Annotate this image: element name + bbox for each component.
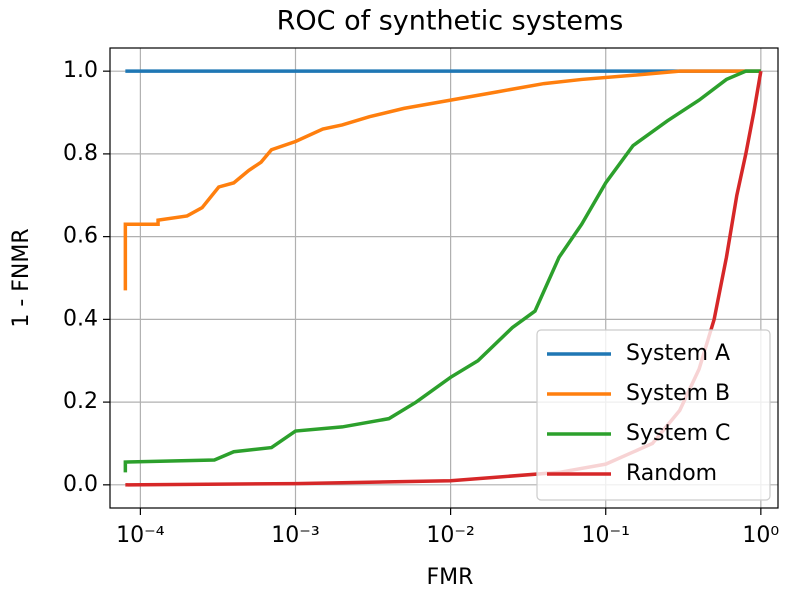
y-tick-label: 0.8 xyxy=(63,141,98,166)
x-axis-label: FMR xyxy=(427,565,474,590)
x-tick-label: 10⁻³ xyxy=(271,523,319,548)
y-tick-label: 0.2 xyxy=(63,389,98,414)
y-axis-label: 1 - FNMR xyxy=(9,228,34,327)
y-tick-label: 0.4 xyxy=(63,306,98,331)
series-line xyxy=(123,69,761,291)
legend-label: System B xyxy=(626,381,730,406)
x-tick-label: 10⁻¹ xyxy=(582,523,630,548)
series-line xyxy=(123,69,761,473)
legend-label: Random xyxy=(626,461,717,486)
axes-frame xyxy=(109,47,779,509)
chart-title: ROC of synthetic systems xyxy=(277,6,624,37)
y-tick-label: 0.0 xyxy=(63,472,98,497)
x-tick-label: 10⁻² xyxy=(426,523,474,548)
legend-label: System A xyxy=(626,341,730,366)
x-tick-label: 10⁰ xyxy=(742,523,779,548)
x-tick-label: 10⁻⁴ xyxy=(116,523,165,548)
legend-box xyxy=(536,329,771,501)
legend-label: System C xyxy=(626,421,730,446)
y-tick-label: 0.6 xyxy=(63,224,98,249)
y-tick-label: 1.0 xyxy=(63,58,98,83)
